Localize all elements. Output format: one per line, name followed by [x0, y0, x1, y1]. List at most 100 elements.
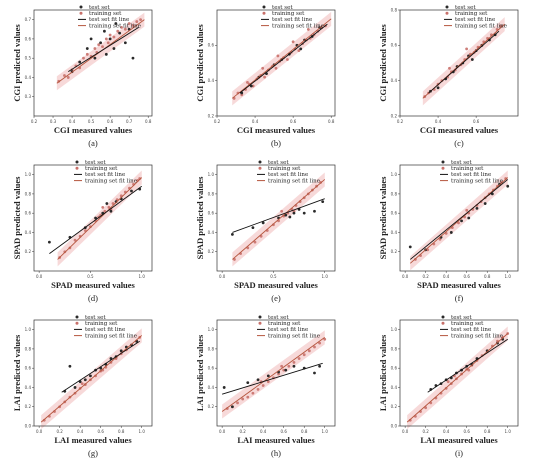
- panel-tag: (f): [455, 293, 464, 303]
- x-axis-label: LAI measured values: [237, 435, 315, 445]
- test-point: [78, 60, 82, 64]
- training-point: [131, 24, 135, 27]
- y-tick-label: 0.8: [391, 7, 398, 12]
- x-tick-label: 0.6: [464, 274, 471, 279]
- training-point: [287, 364, 291, 368]
- legend-label: training set: [272, 11, 305, 17]
- legend-training-marker: [441, 321, 445, 325]
- x-tick-label: 0.2: [422, 429, 429, 434]
- y-tick-label: 0.6: [391, 211, 398, 216]
- training-point: [103, 209, 107, 213]
- x-tick-label: 0.6: [281, 429, 288, 434]
- test-point: [109, 209, 113, 213]
- training-fit-line: [406, 333, 509, 423]
- y-tick-label: 0.6: [25, 366, 32, 371]
- plot-frame: [399, 164, 519, 272]
- x-tick-label: 0.6: [473, 119, 480, 124]
- legend-label: test set: [85, 315, 106, 321]
- training-point: [313, 345, 316, 349]
- y-tick-label: 0.6: [391, 366, 398, 371]
- x-tick-label: 0.0: [402, 429, 409, 434]
- legend-label: training set fit line: [85, 333, 137, 339]
- y-tick-label: 0.6: [25, 211, 32, 216]
- training-point: [108, 33, 112, 37]
- training-fit-line: [57, 177, 143, 260]
- y-tick-label: 0.4: [25, 75, 32, 80]
- legend-training-marker: [445, 11, 449, 15]
- training-point: [297, 357, 301, 360]
- legend-label: test set: [268, 315, 289, 321]
- plot-frame: [216, 9, 336, 117]
- test-point: [230, 405, 234, 409]
- test-point: [89, 374, 92, 378]
- plot-frame: [399, 319, 519, 427]
- chart-panel-6: 0.0 0.2 0.4 0.6 0.8 1.0 0.2 0.4 0.6 0.8 1.0 test se…: [366, 155, 549, 309]
- scatter-plot: 0.2 0.3 0.4 0.5 0.6 0.7 0.8 0.3 0.4 0.5 0.6 0.7 test…: [12, 5, 153, 148]
- legend-training-marker: [75, 166, 79, 170]
- y-tick-label: 0.2: [25, 404, 32, 409]
- x-tick-label: 0.2: [239, 429, 246, 434]
- y-axis-label: SPAD predicted values: [195, 176, 205, 259]
- training-point: [241, 397, 245, 401]
- x-tick-label: 0.6: [464, 429, 471, 434]
- y-tick-label: 0.8: [25, 346, 32, 351]
- x-tick-label: 0.4: [443, 429, 450, 434]
- x-tick-label: 0.8: [301, 429, 308, 434]
- training-point: [253, 240, 257, 244]
- test-point: [230, 232, 234, 236]
- test-fit-line: [221, 362, 323, 395]
- legend-label: test set: [451, 160, 472, 166]
- y-axis-label: LAI predicted values: [195, 334, 205, 411]
- training-point: [280, 364, 284, 368]
- test-fit-line: [68, 26, 139, 73]
- training-point: [106, 41, 110, 45]
- test-point: [302, 211, 306, 215]
- training-point: [318, 341, 322, 345]
- test-point: [94, 216, 97, 220]
- test-point: [108, 37, 112, 41]
- test-fit-line: [239, 23, 328, 94]
- legend-test-marker: [262, 5, 266, 9]
- test-point: [103, 29, 106, 33]
- plot-frame: [399, 9, 519, 117]
- y-tick-label: 0.4: [391, 385, 398, 390]
- x-tick-label: 0.4: [252, 119, 259, 124]
- training-point: [446, 380, 450, 384]
- y-tick-label: 1.0: [25, 327, 32, 332]
- y-tick-label: 0.0: [391, 423, 398, 428]
- x-tick-label: 1.0: [322, 429, 329, 434]
- training-point: [302, 353, 306, 357]
- y-tick-label: 0.2: [391, 113, 398, 118]
- legend-label: training set: [451, 321, 484, 327]
- y-tick-label: 0.8: [391, 346, 398, 351]
- training-point: [97, 43, 101, 47]
- training-point: [82, 56, 85, 60]
- y-tick-label: 0.4: [208, 385, 215, 390]
- x-tick-label: 1.0: [505, 429, 512, 434]
- training-fit-line: [409, 177, 509, 264]
- legend-label: test set: [451, 315, 472, 321]
- x-tick-label: 0.5: [270, 274, 277, 279]
- x-tick-label: 0.4: [77, 429, 84, 434]
- test-point: [313, 209, 316, 213]
- training-fit-line: [40, 335, 143, 423]
- training-point: [246, 81, 249, 84]
- chart-panel-8: 0.0 0.2 0.4 0.6 0.8 1.0 0.2 0.4 0.6 0.8 1.0 test se…: [183, 310, 366, 464]
- panel-tag: (i): [455, 448, 463, 458]
- legend-label: training set fit line: [89, 23, 141, 29]
- training-point: [448, 66, 451, 70]
- y-tick-label: 0.4: [208, 78, 215, 83]
- legend-label: test set fit line: [451, 327, 491, 333]
- plot-frame: [33, 9, 153, 117]
- plot-frame: [33, 164, 153, 272]
- training-point: [63, 74, 66, 77]
- legend-label: test set: [85, 160, 106, 166]
- training-point: [101, 206, 105, 209]
- legend-label: test set: [455, 5, 476, 11]
- plot-frame: [33, 319, 153, 427]
- training-point: [127, 22, 131, 25]
- training-point: [116, 29, 120, 33]
